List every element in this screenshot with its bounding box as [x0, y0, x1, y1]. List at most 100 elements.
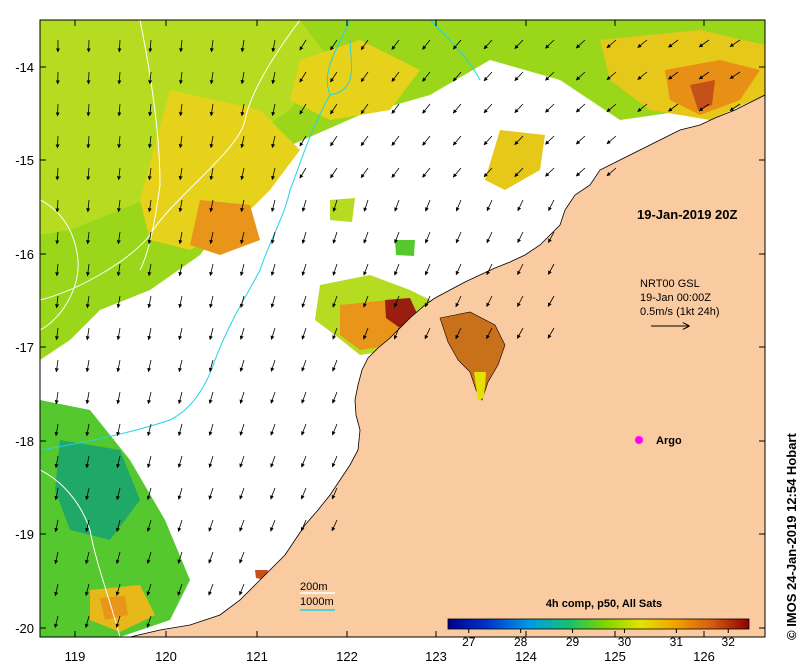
y-tick: -16: [15, 247, 34, 262]
current-arrow: [545, 167, 555, 177]
y-tick: -18: [15, 434, 34, 449]
current-arrow: [301, 231, 307, 244]
isobath-1000-label: 1000m: [300, 596, 334, 608]
current-arrow: [270, 199, 276, 212]
current-arrow: [331, 423, 338, 436]
current-arrow: [85, 423, 90, 437]
current-model-label: NRT00 GSL: [640, 278, 700, 290]
current-arrow: [360, 103, 369, 115]
current-arrow: [299, 71, 307, 83]
current-arrow: [271, 39, 276, 53]
current-arrow: [332, 263, 338, 276]
current-arrow: [239, 551, 245, 564]
current-arrow: [54, 519, 59, 533]
current-arrow: [301, 391, 307, 404]
current-arrow: [514, 167, 524, 177]
current-arrow: [483, 135, 493, 146]
current-arrow: [147, 199, 152, 213]
current-arrow: [425, 199, 431, 212]
current-arrow: [116, 487, 121, 501]
image-timestamp: 19-Jan-2019 20Z: [637, 207, 738, 222]
tick-marks: [40, 20, 765, 637]
current-arrow: [422, 135, 431, 146]
current-arrow: [54, 327, 59, 341]
current-arrow: [393, 295, 400, 308]
current-arrow: [455, 263, 462, 276]
current-arrow: [301, 327, 307, 340]
current-arrow: [394, 231, 400, 244]
y-tick: -17: [15, 340, 34, 355]
current-arrow: [85, 519, 90, 533]
current-arrow: [332, 295, 338, 308]
plot-frame: [39, 19, 766, 638]
current-arrow: [54, 487, 59, 501]
current-arrow: [270, 391, 276, 404]
current-arrow: [514, 135, 524, 145]
current-arrow: [239, 327, 245, 340]
current-arrow: [240, 167, 245, 181]
current-arrow: [208, 551, 214, 564]
x-tick: 122: [336, 649, 358, 664]
current-arrow: [55, 295, 60, 309]
current-arrow: [147, 263, 152, 277]
current-arrow: [146, 519, 152, 532]
current-arrow: [300, 487, 307, 500]
current-arrow: [547, 295, 555, 307]
current-arrow: [208, 519, 214, 532]
current-arrow: [452, 103, 462, 114]
current-arrow: [547, 263, 555, 275]
current-arrow: [455, 295, 462, 308]
current-arrow: [637, 103, 648, 112]
current-arrow: [270, 455, 276, 468]
colorbar-tick-label: 28: [514, 635, 528, 649]
x-tick: 119: [65, 649, 86, 664]
current-arrow: [239, 391, 245, 404]
current-arrow: [54, 583, 59, 597]
current-arrow: [116, 199, 121, 213]
current-arrow: [177, 551, 183, 564]
current-arrow: [330, 135, 338, 147]
current-arrow: [486, 295, 493, 308]
current-arrow: [698, 39, 710, 48]
current-arrow: [115, 551, 121, 564]
colorbar-tick-label: 31: [670, 635, 684, 649]
current-arrow: [178, 295, 183, 309]
current-arrow: [394, 263, 400, 276]
current-arrow: [301, 423, 307, 436]
x-tick: 123: [425, 649, 447, 664]
current-arrow: [332, 359, 338, 372]
isobath-200-label: 200m: [300, 581, 328, 593]
current-arrow: [301, 455, 307, 468]
current-arrow: [270, 327, 276, 340]
current-arrow: [483, 39, 493, 50]
current-arrow: [116, 391, 121, 405]
current-arrow: [545, 135, 555, 145]
current-arrow: [116, 359, 121, 373]
current-arrow: [178, 135, 183, 149]
current-arrow: [116, 263, 121, 277]
current-arrow: [84, 615, 90, 628]
current-arrow: [85, 455, 90, 469]
current-arrow: [452, 71, 462, 82]
current-arrow: [148, 103, 153, 117]
current-arrow: [575, 39, 586, 49]
current-arrow: [483, 167, 493, 178]
current-arrow: [55, 263, 60, 277]
current-arrow: [178, 71, 183, 85]
current-arrow: [299, 39, 307, 51]
current-arrow: [270, 263, 276, 276]
x-tick: 124: [515, 649, 537, 664]
current-arrow: [606, 39, 617, 49]
current-arrow: [422, 71, 431, 82]
current-arrow: [240, 231, 245, 245]
current-arrow: [391, 167, 400, 178]
current-arrow: [270, 359, 276, 372]
current-arrow: [115, 615, 121, 628]
current-arrow: [331, 519, 338, 532]
current-arrow: [363, 295, 369, 308]
current-arrow: [729, 39, 741, 48]
current-arrow: [85, 263, 90, 277]
current-arrow: [301, 295, 307, 308]
current-vectors: [54, 39, 741, 628]
current-arrow: [146, 487, 152, 500]
